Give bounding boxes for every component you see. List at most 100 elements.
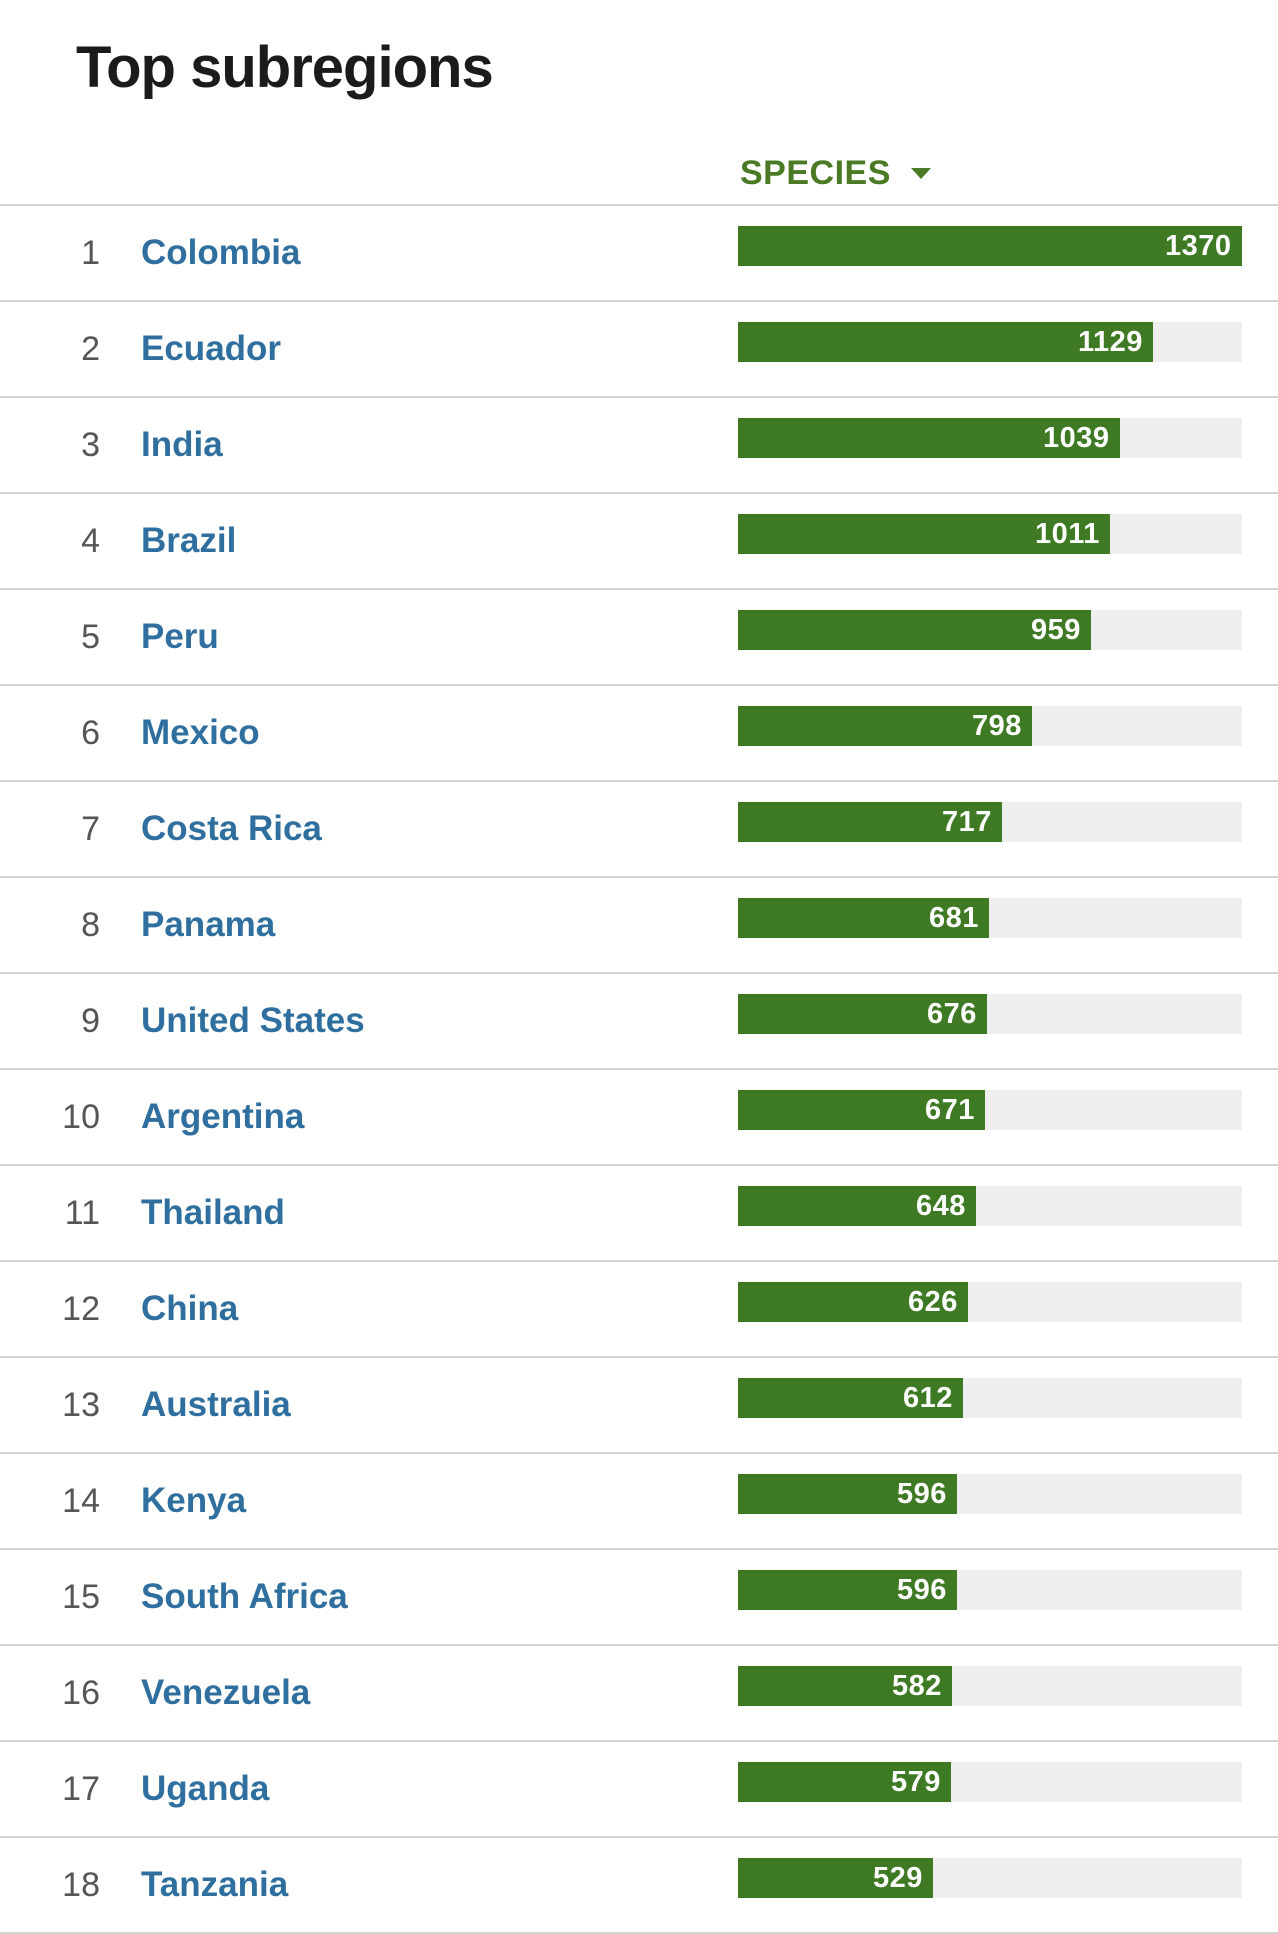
species-bar [738, 226, 1242, 266]
row-rank: 7 [81, 810, 100, 848]
species-bar-track: 1039 [738, 418, 1242, 458]
species-count: 676 [927, 998, 977, 1030]
row-rank: 2 [81, 330, 100, 368]
species-bar [738, 322, 1153, 362]
row-rank: 3 [81, 426, 100, 464]
species-bar-track: 798 [738, 706, 1242, 746]
table-row: 4 Brazil 1011 [0, 494, 1278, 590]
table-row: 13 Australia 612 [0, 1358, 1278, 1454]
subregion-link[interactable]: Kenya [141, 1481, 247, 1520]
subregion-link[interactable]: Uganda [141, 1769, 270, 1808]
table-row: 16 Venezuela 582 [0, 1646, 1278, 1742]
subregion-link[interactable]: China [141, 1289, 239, 1328]
row-rank: 15 [62, 1578, 100, 1616]
species-bar-track: 1129 [738, 322, 1242, 362]
species-sort-header[interactable]: SPECIES [740, 150, 931, 196]
species-bar [738, 1090, 985, 1130]
species-count: 648 [916, 1190, 966, 1222]
subregion-list: 1 Colombia 1370 2 Ecuador 1129 3 India 1039 4 Braz… [0, 206, 1278, 1934]
species-bar [738, 1570, 957, 1610]
species-bar [738, 994, 987, 1034]
species-header-label: SPECIES [740, 153, 891, 192]
table-row: 11 Thailand 648 [0, 1166, 1278, 1262]
species-count: 681 [929, 902, 979, 934]
row-rank: 17 [62, 1770, 100, 1808]
species-bar-track: 529 [738, 1858, 1242, 1898]
subregion-link[interactable]: Panama [141, 905, 276, 944]
subregion-link[interactable]: India [141, 425, 223, 464]
subregion-link[interactable]: Brazil [141, 521, 237, 560]
row-rank: 16 [62, 1674, 100, 1712]
table-row: 5 Peru 959 [0, 590, 1278, 686]
row-rank: 10 [62, 1098, 100, 1136]
species-bar [738, 1666, 952, 1706]
table-row: 10 Argentina 671 [0, 1070, 1278, 1166]
species-count: 626 [908, 1286, 958, 1318]
subregion-link[interactable]: Peru [141, 617, 219, 656]
species-count: 612 [903, 1382, 953, 1414]
subregion-link[interactable]: Ecuador [141, 329, 282, 368]
table-row: 14 Kenya 596 [0, 1454, 1278, 1550]
table-row: 18 Tanzania 529 [0, 1838, 1278, 1934]
table-row: 2 Ecuador 1129 [0, 302, 1278, 398]
row-rank: 13 [62, 1386, 100, 1424]
species-count: 582 [892, 1670, 942, 1702]
caret-down-icon [910, 167, 931, 179]
species-bar [738, 1858, 933, 1898]
header-divider [0, 204, 1278, 206]
species-bar-track: 626 [738, 1282, 1242, 1322]
species-count: 671 [925, 1094, 975, 1126]
subregion-link[interactable]: Australia [141, 1385, 291, 1424]
subregion-link[interactable]: Venezuela [141, 1673, 311, 1712]
row-rank: 1 [81, 234, 100, 272]
row-rank: 4 [81, 522, 100, 560]
species-count: 959 [1031, 614, 1081, 646]
subregion-link[interactable]: South Africa [141, 1577, 348, 1616]
table-row: 17 Uganda 579 [0, 1742, 1278, 1838]
row-rank: 11 [64, 1194, 100, 1232]
species-bar [738, 1186, 976, 1226]
subregion-link[interactable]: Thailand [141, 1193, 285, 1232]
species-bar-track: 1011 [738, 514, 1242, 554]
species-bar [738, 610, 1091, 650]
species-bar-track: 596 [738, 1474, 1242, 1514]
species-count: 798 [972, 710, 1022, 742]
species-bar-track: 681 [738, 898, 1242, 938]
table-row: 6 Mexico 798 [0, 686, 1278, 782]
row-rank: 9 [81, 1002, 100, 1040]
row-rank: 8 [81, 906, 100, 944]
subregion-link[interactable]: Costa Rica [141, 809, 322, 848]
page-title: Top subregions [76, 35, 494, 100]
row-rank: 6 [81, 714, 100, 752]
row-rank: 5 [81, 618, 100, 656]
species-bar [738, 898, 989, 938]
subregion-link[interactable]: Colombia [141, 233, 301, 272]
species-bar [738, 1282, 968, 1322]
subregion-link[interactable]: Tanzania [141, 1865, 289, 1904]
subregion-link[interactable]: United States [141, 1001, 365, 1040]
table-row: 3 India 1039 [0, 398, 1278, 494]
species-bar [738, 1762, 951, 1802]
table-row: 12 China 626 [0, 1262, 1278, 1358]
species-bar-track: 582 [738, 1666, 1242, 1706]
subregion-link[interactable]: Argentina [141, 1097, 305, 1136]
species-count: 1370 [1165, 230, 1232, 262]
species-bar-track: 579 [738, 1762, 1242, 1802]
species-bar [738, 418, 1120, 458]
species-bar-track: 612 [738, 1378, 1242, 1418]
species-bar-track: 959 [738, 610, 1242, 650]
species-count: 529 [873, 1862, 923, 1894]
species-bar-track: 596 [738, 1570, 1242, 1610]
species-bar [738, 1378, 963, 1418]
species-count: 579 [891, 1766, 941, 1798]
species-count: 1129 [1078, 326, 1143, 358]
species-count: 596 [897, 1574, 947, 1606]
table-row: 1 Colombia 1370 [0, 206, 1278, 302]
species-bar [738, 1474, 957, 1514]
row-rank: 18 [62, 1866, 100, 1904]
row-rank: 12 [62, 1290, 100, 1328]
subregion-link[interactable]: Mexico [141, 713, 260, 752]
species-bar-track: 717 [738, 802, 1242, 842]
table-row: 8 Panama 681 [0, 878, 1278, 974]
species-count: 596 [897, 1478, 947, 1510]
